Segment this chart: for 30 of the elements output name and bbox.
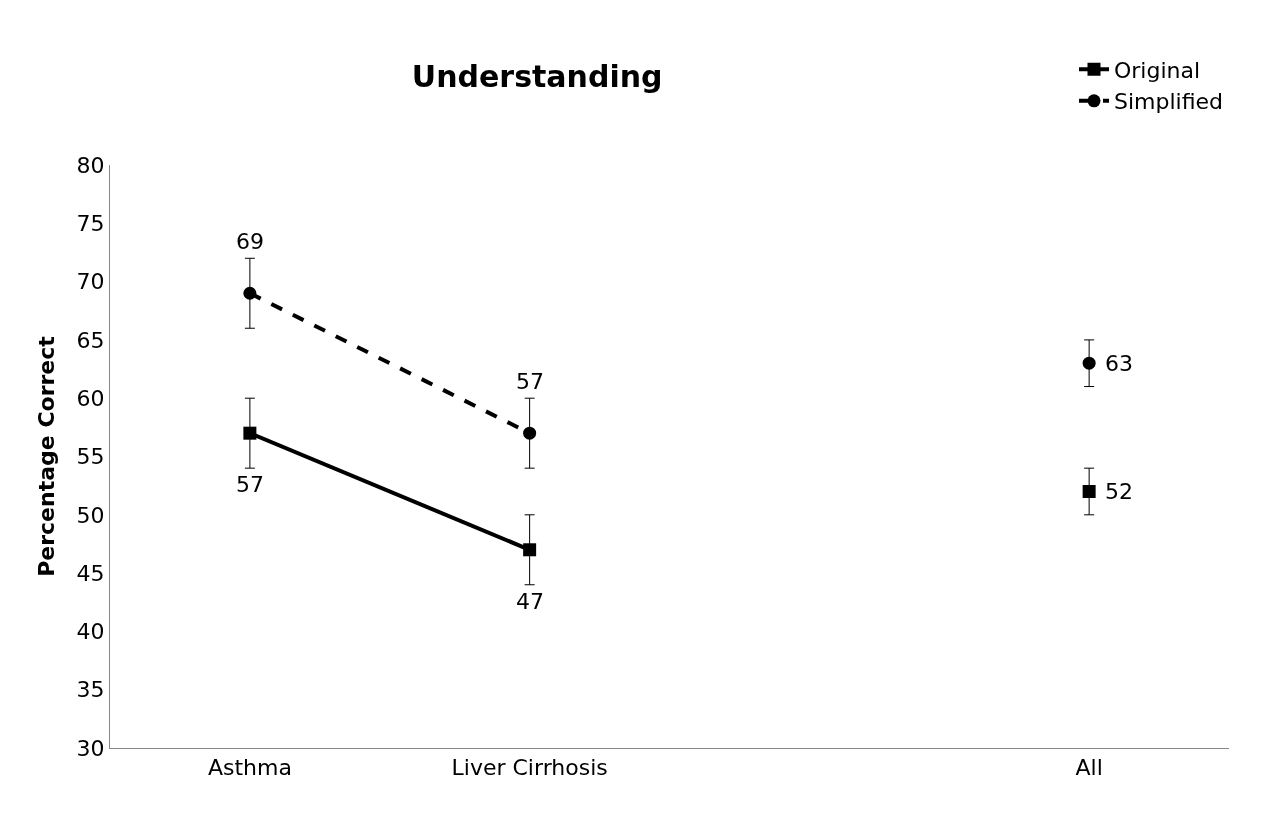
- y-tick-label: 65: [76, 327, 105, 353]
- legend-label: Simplified: [1114, 89, 1224, 115]
- y-tick-label: 40: [76, 619, 105, 645]
- point: [523, 543, 537, 557]
- x-tick-label: Asthma: [207, 755, 292, 781]
- y-tick-label: 50: [76, 502, 105, 528]
- y-tick-label: 45: [76, 560, 105, 586]
- x-tick-label: Liver Cirrhosis: [451, 755, 608, 781]
- data-label: 52: [1105, 479, 1133, 504]
- data-label: 69: [236, 229, 264, 254]
- legend-label: Original: [1114, 57, 1201, 83]
- data-label: 63: [1105, 351, 1133, 376]
- x-tick-label: All: [1075, 755, 1103, 781]
- point: [243, 426, 257, 440]
- data-label: 57: [236, 472, 264, 497]
- y-tick-label: 35: [76, 677, 105, 703]
- y-tick-label: 70: [76, 269, 105, 295]
- point: [523, 426, 537, 440]
- y-tick-label: 75: [76, 211, 105, 236]
- point: [1082, 356, 1096, 370]
- point: [243, 286, 257, 300]
- data-label: 47: [516, 589, 544, 614]
- y-tick-label: 60: [76, 385, 105, 411]
- data-label: 57: [516, 369, 544, 394]
- y-tick-label: 80: [76, 152, 105, 178]
- chart-title: Understanding: [411, 58, 663, 94]
- y-tick-label: 55: [76, 444, 105, 470]
- y-axis-title: Percentage Correct: [34, 335, 60, 577]
- y-tick-label: 30: [76, 735, 105, 761]
- point: [1082, 484, 1096, 498]
